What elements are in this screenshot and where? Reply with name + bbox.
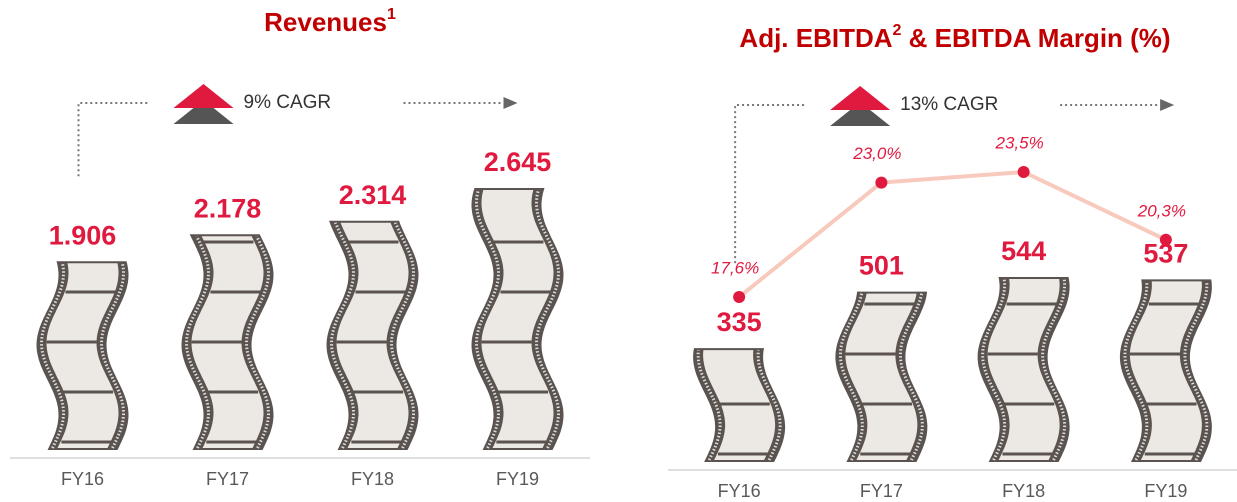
- film-holes: [99, 262, 125, 449]
- film-holes: [329, 222, 355, 449]
- x-tick-label: FY18: [1002, 481, 1045, 501]
- margin-point: [1017, 166, 1030, 178]
- value-label: 2.314: [339, 180, 407, 210]
- film-holes: [1123, 281, 1149, 461]
- title-text: Adj. EBITDA: [739, 23, 892, 53]
- film-holes: [474, 189, 500, 449]
- cagr-icon: [173, 100, 234, 124]
- x-tick-label: FY17: [860, 481, 903, 501]
- cagr-icon: [830, 102, 891, 126]
- film-holes: [39, 262, 65, 449]
- x-tick-label: FY18: [351, 469, 394, 489]
- chart-title: Revenues1: [264, 6, 396, 37]
- value-label: 335: [717, 307, 762, 337]
- title-text: Revenues: [264, 7, 387, 37]
- film-holes: [534, 189, 560, 449]
- title-text: & EBITDA Margin (%): [901, 23, 1170, 53]
- cagr-arrowhead: [503, 97, 518, 109]
- value-label: 2.645: [484, 147, 552, 177]
- margin-line: [737, 169, 1167, 299]
- value-label: 501: [859, 251, 904, 281]
- cagr-icon: [830, 86, 891, 110]
- chart-title: Adj. EBITDA2 & EBITDA Margin (%): [739, 22, 1170, 53]
- cagr-label: 13% CAGR: [900, 94, 998, 115]
- x-tick-label: FY17: [206, 469, 249, 489]
- margin-point: [1159, 233, 1172, 246]
- margin-label: 23,0%: [852, 144, 901, 163]
- margin-label: 17,6%: [711, 258, 759, 277]
- cagr-icon: [173, 84, 234, 108]
- x-tick-label: FY19: [496, 469, 539, 489]
- cagr-label: 9% CAGR: [244, 92, 332, 113]
- x-tick-label: FY16: [718, 481, 761, 501]
- film-frame: [481, 190, 554, 448]
- film-holes: [756, 349, 782, 461]
- cagr-arrowhead: [1160, 99, 1175, 111]
- film-holes: [1183, 281, 1209, 461]
- margin-label: 23,5%: [995, 133, 1044, 152]
- margin-point: [875, 176, 888, 189]
- film-frame: [46, 263, 119, 448]
- film-frame: [987, 279, 1060, 460]
- film-holes: [244, 235, 270, 449]
- film-holes: [696, 349, 722, 461]
- film-holes: [838, 293, 864, 461]
- margin-point: [733, 291, 746, 303]
- x-tick-label: FY16: [61, 469, 104, 489]
- title-superscript: 2: [893, 22, 902, 39]
- cagr-connector: [734, 104, 806, 264]
- title-superscript: 1: [387, 6, 396, 23]
- x-tick-label: FY19: [1144, 481, 1187, 501]
- value-label: 1.906: [49, 220, 117, 250]
- margin-label: 20,3%: [1137, 201, 1186, 220]
- film-frame: [845, 293, 918, 460]
- value-label: 2.178: [194, 193, 262, 223]
- film-holes: [184, 235, 210, 449]
- film-frame: [1129, 281, 1202, 460]
- cagr-connector: [77, 102, 149, 177]
- film-holes: [898, 293, 924, 461]
- value-label: 544: [1001, 236, 1046, 266]
- film-holes: [1041, 278, 1067, 461]
- film-holes: [389, 222, 415, 449]
- film-holes: [981, 278, 1007, 461]
